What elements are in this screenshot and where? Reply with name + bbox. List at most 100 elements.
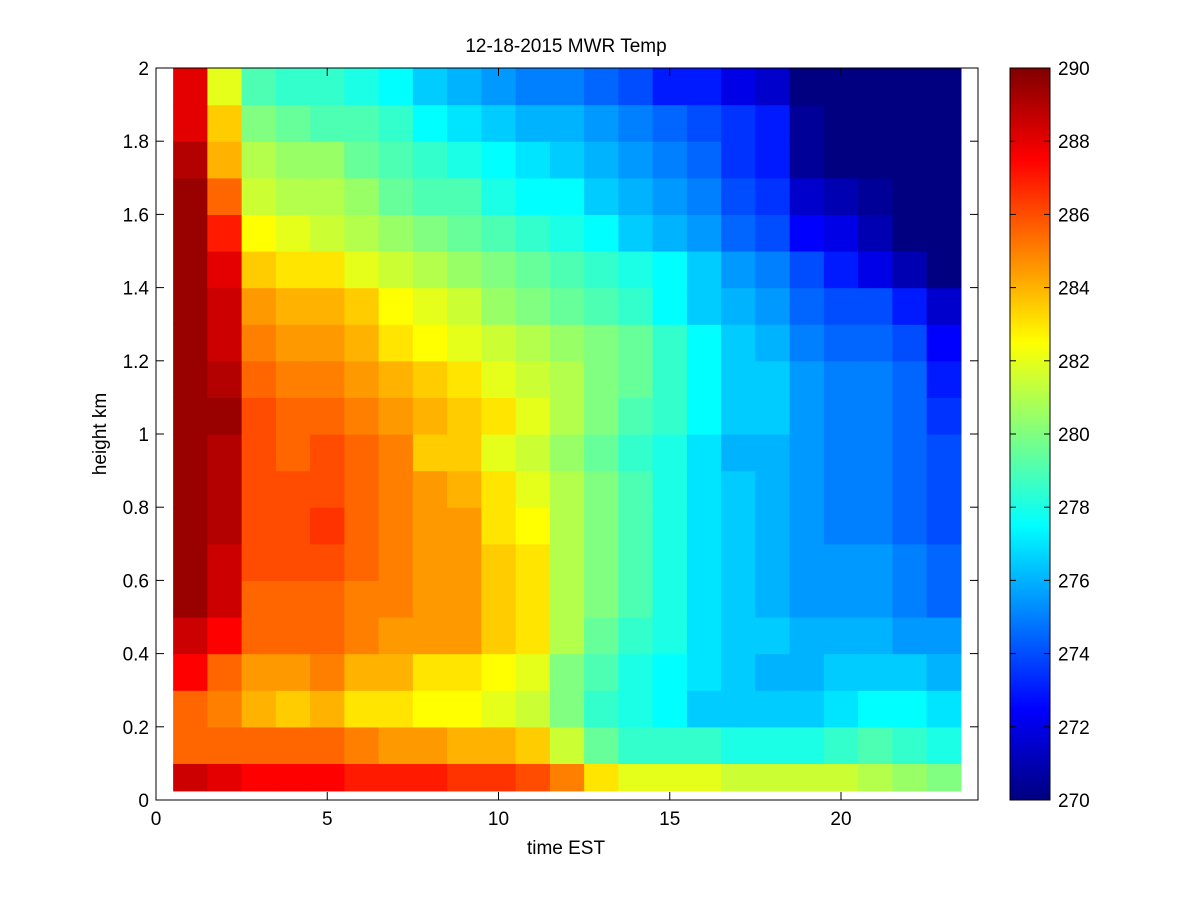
heatmap-cell <box>310 397 345 435</box>
heatmap-cell <box>892 104 928 142</box>
heatmap-cell <box>892 580 928 618</box>
heatmap-cell <box>447 251 482 289</box>
heatmap-cell <box>926 690 962 728</box>
heatmap-cell <box>618 360 654 398</box>
heatmap-cell <box>207 397 243 435</box>
heatmap-cell <box>721 434 756 472</box>
heatmap-cell <box>858 543 893 581</box>
heatmap-cell <box>686 104 722 142</box>
heatmap-cell <box>686 617 722 655</box>
heatmap-cell <box>823 104 859 142</box>
heatmap-cell <box>481 434 517 472</box>
heatmap-cell <box>412 653 448 691</box>
heatmap-cell <box>515 141 551 179</box>
heatmap-cell <box>412 690 448 728</box>
heatmap-cell <box>892 763 928 792</box>
heatmap-cell <box>652 653 688 691</box>
heatmap-cell <box>344 104 380 142</box>
heatmap-cell <box>926 177 962 215</box>
heatmap-cell <box>173 543 208 581</box>
heatmap-cell <box>892 543 928 581</box>
heatmap-cell <box>515 68 551 106</box>
heatmap-cell <box>686 580 722 618</box>
heatmap-cell <box>652 580 688 618</box>
heatmap-cell <box>549 214 585 252</box>
heatmap-cell <box>549 141 585 179</box>
heatmap-cell <box>275 68 311 106</box>
heatmap-cell <box>549 580 585 618</box>
heatmap-cell <box>447 287 482 325</box>
heatmap-cell <box>755 324 791 362</box>
heatmap-cell <box>207 726 243 764</box>
heatmap-cell <box>789 251 825 289</box>
heatmap-cell <box>275 397 311 435</box>
heatmap-cell <box>549 177 585 215</box>
heatmap-cell <box>549 690 585 728</box>
heatmap-cell <box>310 580 345 618</box>
heatmap-cell <box>823 653 859 691</box>
heatmap-cell <box>241 360 277 398</box>
heatmap-cell <box>618 580 654 618</box>
heatmap-cell <box>173 360 208 398</box>
heatmap-cell <box>789 141 825 179</box>
heatmap-cell <box>926 214 962 252</box>
heatmap-cell <box>549 397 585 435</box>
heatmap-cell <box>515 763 551 792</box>
heatmap-cell <box>344 470 380 508</box>
heatmap-cell <box>858 690 893 728</box>
heatmap-cell <box>652 214 688 252</box>
heatmap-cell <box>275 434 311 472</box>
y-tick-label: 2 <box>138 59 149 80</box>
heatmap-cell <box>858 287 893 325</box>
heatmap-cell <box>926 617 962 655</box>
heatmap-cell <box>207 470 243 508</box>
heatmap-cell <box>447 214 482 252</box>
y-tick-label: 1.2 <box>123 352 149 373</box>
heatmap-cell <box>515 104 551 142</box>
heatmap-cell <box>652 543 688 581</box>
heatmap-cell <box>584 434 619 472</box>
heatmap-cell <box>652 507 688 545</box>
colorbar-tick-label: 278 <box>1058 498 1090 519</box>
heatmap-cell <box>584 104 619 142</box>
heatmap-cell <box>275 324 311 362</box>
heatmap-cell <box>721 690 756 728</box>
heatmap-cell <box>892 214 928 252</box>
heatmap-cell <box>755 653 791 691</box>
heatmap-cell <box>447 360 482 398</box>
heatmap-cell <box>310 324 345 362</box>
heatmap-cell <box>481 507 517 545</box>
heatmap-cell <box>823 507 859 545</box>
heatmap-cell <box>412 324 448 362</box>
heatmap-cell <box>241 397 277 435</box>
heatmap-cell <box>412 763 448 792</box>
heatmap-cell <box>823 324 859 362</box>
heatmap-cell <box>378 104 414 142</box>
heatmap-cell <box>481 287 517 325</box>
heatmap-cell <box>926 68 962 106</box>
heatmap-cell <box>721 141 756 179</box>
heatmap-cell <box>344 141 380 179</box>
heatmap-cell <box>789 434 825 472</box>
heatmap-cell <box>241 653 277 691</box>
heatmap-cell <box>926 507 962 545</box>
heatmap-cell <box>618 68 654 106</box>
heatmap-cell <box>926 580 962 618</box>
heatmap-cell <box>755 543 791 581</box>
heatmap-cell <box>858 141 893 179</box>
heatmap-cell <box>618 141 654 179</box>
heatmap-cell <box>447 763 482 792</box>
heatmap-cell <box>892 507 928 545</box>
heatmap-cell <box>481 543 517 581</box>
heatmap-cell <box>241 507 277 545</box>
colorbar-tick-label: 288 <box>1058 132 1090 153</box>
heatmap-cell <box>686 141 722 179</box>
heatmap-cell <box>686 543 722 581</box>
heatmap-cell <box>789 726 825 764</box>
heatmap-cell <box>378 141 414 179</box>
y-axis-label: height km <box>90 393 111 475</box>
heatmap-cell <box>892 360 928 398</box>
heatmap-cell <box>652 177 688 215</box>
heatmap-cell <box>412 507 448 545</box>
heatmap-cell <box>584 470 619 508</box>
